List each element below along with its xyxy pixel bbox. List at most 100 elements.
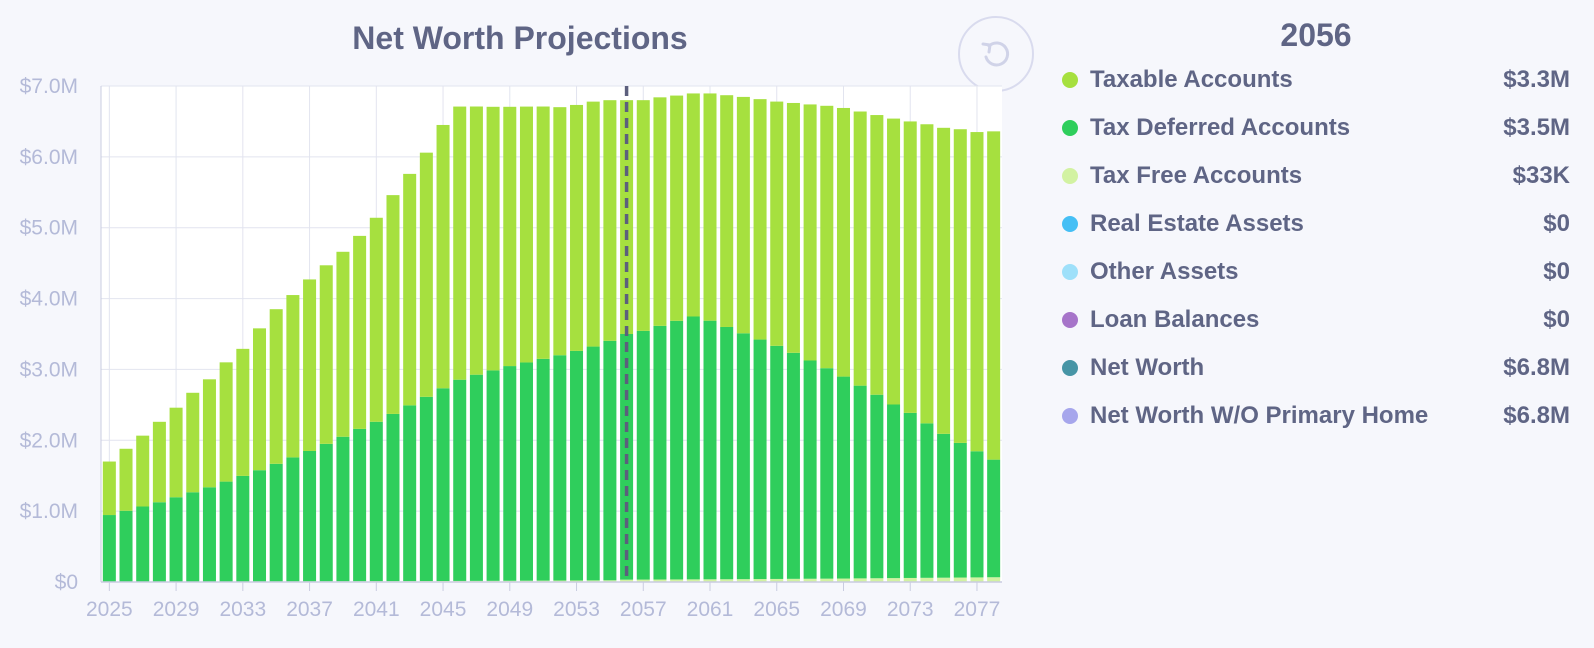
bar-tax-deferred-accounts-2065[interactable] [770, 345, 784, 579]
bar-tax-deferred-accounts-2047[interactable] [469, 374, 483, 581]
bar-tax-free-accounts-2073[interactable] [903, 577, 917, 582]
bar-tax-deferred-accounts-2045[interactable] [436, 388, 450, 581]
bar-taxable-accounts-2026[interactable] [119, 448, 133, 511]
bar-tax-free-accounts-2054[interactable] [586, 580, 600, 582]
bar-taxable-accounts-2045[interactable] [436, 124, 450, 389]
bar-taxable-accounts-2062[interactable] [720, 95, 734, 327]
bar-tax-deferred-accounts-2027[interactable] [136, 506, 150, 582]
bar-taxable-accounts-2051[interactable] [536, 106, 550, 359]
bar-taxable-accounts-2068[interactable] [820, 105, 834, 369]
bar-taxable-accounts-2052[interactable] [553, 107, 567, 356]
bar-taxable-accounts-2070[interactable] [853, 111, 867, 386]
bar-taxable-accounts-2028[interactable] [152, 421, 166, 503]
bar-taxable-accounts-2054[interactable] [586, 101, 600, 347]
bar-tax-deferred-accounts-2055[interactable] [603, 340, 617, 581]
bar-taxable-accounts-2039[interactable] [336, 251, 350, 437]
bar-tax-deferred-accounts-2072[interactable] [887, 404, 901, 579]
bar-tax-deferred-accounts-2060[interactable] [686, 316, 700, 580]
bar-tax-free-accounts-2058[interactable] [653, 579, 667, 582]
bar-tax-deferred-accounts-2059[interactable] [670, 320, 684, 580]
bar-tax-deferred-accounts-2068[interactable] [820, 368, 834, 579]
legend-item[interactable]: Other Assets $0 [1062, 248, 1570, 296]
bar-taxable-accounts-2076[interactable] [953, 129, 967, 443]
bar-taxable-accounts-2044[interactable] [419, 152, 433, 397]
bar-taxable-accounts-2078[interactable] [987, 131, 1001, 460]
bar-taxable-accounts-2031[interactable] [202, 379, 216, 488]
bar-tax-free-accounts-2053[interactable] [570, 580, 584, 582]
bar-taxable-accounts-2075[interactable] [937, 127, 951, 434]
bar-taxable-accounts-2025[interactable] [102, 461, 116, 516]
bar-taxable-accounts-2064[interactable] [753, 99, 767, 340]
bar-tax-free-accounts-2063[interactable] [736, 579, 750, 582]
bar-tax-deferred-accounts-2053[interactable] [570, 350, 584, 581]
bar-tax-free-accounts-2055[interactable] [603, 580, 617, 582]
bar-taxable-accounts-2035[interactable] [269, 309, 283, 464]
bar-taxable-accounts-2057[interactable] [636, 100, 650, 331]
bar-taxable-accounts-2038[interactable] [319, 265, 333, 444]
bar-taxable-accounts-2074[interactable] [920, 124, 934, 424]
bar-tax-free-accounts-2070[interactable] [853, 578, 867, 582]
bar-tax-deferred-accounts-2050[interactable] [519, 362, 533, 581]
bar-tax-deferred-accounts-2030[interactable] [186, 492, 200, 582]
bar-tax-deferred-accounts-2071[interactable] [870, 394, 884, 579]
bar-tax-free-accounts-2065[interactable] [770, 578, 784, 582]
bar-tax-deferred-accounts-2040[interactable] [353, 428, 367, 582]
bar-tax-deferred-accounts-2064[interactable] [753, 339, 767, 580]
bar-taxable-accounts-2066[interactable] [786, 102, 800, 353]
bar-tax-deferred-accounts-2061[interactable] [703, 320, 717, 580]
bar-taxable-accounts-2055[interactable] [603, 100, 617, 341]
bar-tax-deferred-accounts-2070[interactable] [853, 385, 867, 579]
bar-tax-deferred-accounts-2025[interactable] [102, 515, 116, 582]
bar-tax-deferred-accounts-2074[interactable] [920, 423, 934, 578]
bar-tax-deferred-accounts-2036[interactable] [286, 457, 300, 582]
bar-taxable-accounts-2047[interactable] [469, 106, 483, 375]
bar-tax-free-accounts-2076[interactable] [953, 577, 967, 582]
bar-tax-deferred-accounts-2049[interactable] [503, 366, 517, 581]
bar-taxable-accounts-2027[interactable] [136, 435, 150, 507]
bar-taxable-accounts-2061[interactable] [703, 93, 717, 321]
bar-taxable-accounts-2058[interactable] [653, 97, 667, 326]
bar-tax-free-accounts-2061[interactable] [703, 579, 717, 582]
bar-taxable-accounts-2065[interactable] [770, 101, 784, 346]
bar-taxable-accounts-2073[interactable] [903, 121, 917, 413]
bar-tax-free-accounts-2077[interactable] [970, 577, 984, 582]
bar-taxable-accounts-2053[interactable] [570, 104, 584, 351]
bar-tax-free-accounts-2069[interactable] [836, 578, 850, 582]
bar-taxable-accounts-2041[interactable] [369, 217, 383, 422]
bar-tax-deferred-accounts-2038[interactable] [319, 443, 333, 582]
bar-taxable-accounts-2046[interactable] [453, 106, 467, 380]
bar-tax-deferred-accounts-2057[interactable] [636, 330, 650, 580]
bar-tax-free-accounts-2064[interactable] [753, 579, 767, 582]
bar-tax-free-accounts-2067[interactable] [803, 578, 817, 582]
bar-taxable-accounts-2042[interactable] [386, 195, 400, 414]
bar-tax-deferred-accounts-2035[interactable] [269, 463, 283, 582]
bar-taxable-accounts-2029[interactable] [169, 407, 183, 498]
legend-item[interactable]: Tax Deferred Accounts $3.5M [1062, 104, 1570, 152]
bar-tax-deferred-accounts-2026[interactable] [119, 510, 133, 582]
bar-tax-free-accounts-2066[interactable] [786, 578, 800, 582]
bar-tax-deferred-accounts-2033[interactable] [236, 475, 250, 582]
bar-tax-deferred-accounts-2069[interactable] [836, 376, 850, 579]
bar-taxable-accounts-2059[interactable] [670, 95, 684, 321]
bar-taxable-accounts-2050[interactable] [519, 106, 533, 363]
bar-tax-free-accounts-2072[interactable] [887, 578, 901, 582]
net-worth-chart[interactable]: $0 $1.0M $2.0M $3.0M $4.0M $5.0M $6.0M $7.0M 202… [0, 0, 1040, 648]
legend-item[interactable]: Real Estate Assets $0 [1062, 200, 1570, 248]
bar-taxable-accounts-2063[interactable] [736, 96, 750, 334]
bar-tax-deferred-accounts-2052[interactable] [553, 355, 567, 581]
bar-taxable-accounts-2030[interactable] [186, 392, 200, 493]
bar-taxable-accounts-2036[interactable] [286, 295, 300, 458]
legend-item[interactable]: Net Worth $6.8M [1062, 344, 1570, 392]
bar-tax-deferred-accounts-2051[interactable] [536, 358, 550, 581]
bar-tax-deferred-accounts-2078[interactable] [987, 459, 1001, 578]
bar-tax-deferred-accounts-2029[interactable] [169, 497, 183, 582]
bar-tax-free-accounts-2074[interactable] [920, 577, 934, 582]
bar-tax-deferred-accounts-2031[interactable] [202, 487, 216, 582]
bar-tax-deferred-accounts-2043[interactable] [403, 405, 417, 582]
bar-taxable-accounts-2069[interactable] [836, 107, 850, 377]
bar-tax-deferred-accounts-2066[interactable] [786, 352, 800, 579]
bar-taxable-accounts-2037[interactable] [303, 279, 317, 451]
legend-item[interactable]: Taxable Accounts $3.3M [1062, 56, 1570, 104]
bar-tax-deferred-accounts-2028[interactable] [152, 502, 166, 582]
bar-tax-deferred-accounts-2039[interactable] [336, 436, 350, 582]
